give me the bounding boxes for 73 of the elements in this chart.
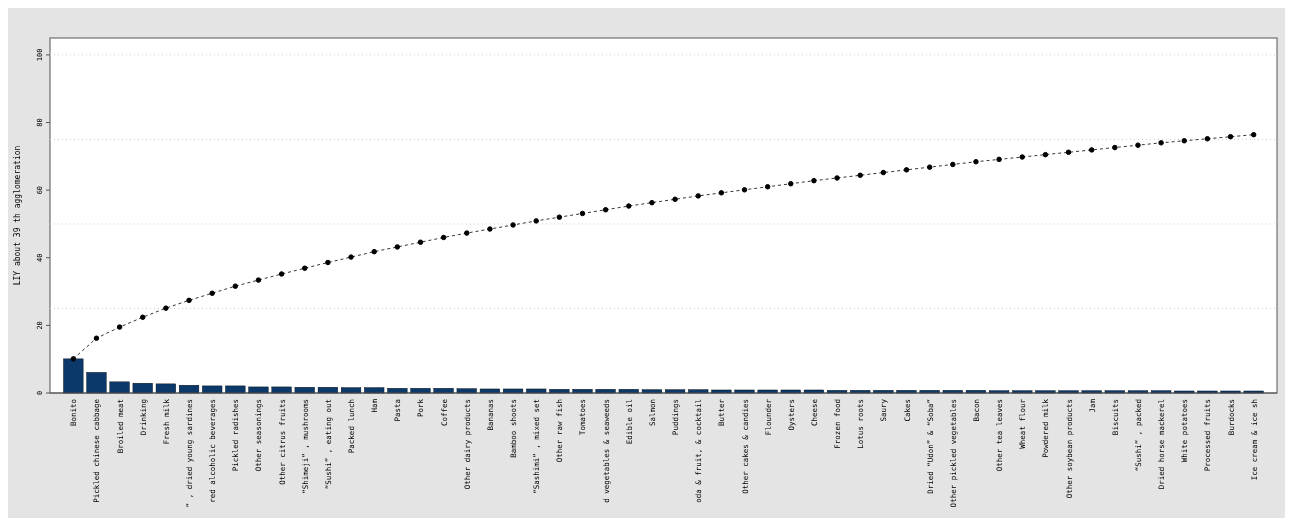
point [834, 175, 840, 181]
bar [341, 387, 362, 394]
point [649, 199, 655, 206]
point [672, 196, 678, 203]
bar [711, 389, 732, 394]
y-axis-title: LIY about 39 th agglomeration [13, 145, 22, 286]
point [950, 161, 956, 168]
bar [479, 388, 500, 394]
point [1204, 136, 1211, 142]
point [70, 356, 77, 362]
bar [271, 386, 292, 394]
bar [803, 389, 824, 394]
point [209, 290, 215, 297]
point [1088, 147, 1095, 153]
point [348, 254, 354, 260]
point [278, 271, 285, 277]
bar [202, 385, 223, 394]
point [880, 169, 887, 176]
point [116, 324, 123, 330]
bar [364, 387, 385, 394]
point [741, 187, 748, 193]
point [857, 172, 863, 179]
point [93, 335, 100, 341]
point [1181, 138, 1188, 144]
bar [109, 381, 130, 394]
point [1112, 144, 1118, 151]
point [1065, 149, 1072, 156]
point [764, 184, 771, 190]
point [973, 158, 979, 165]
bar [225, 385, 246, 394]
point [139, 314, 146, 321]
bar [155, 383, 176, 394]
point [579, 210, 586, 217]
point [1158, 140, 1164, 146]
point [1250, 131, 1257, 138]
point [163, 305, 169, 311]
bar [757, 389, 778, 394]
point [1135, 142, 1141, 148]
point [255, 277, 262, 283]
point [371, 248, 377, 255]
point [464, 230, 470, 236]
bar [526, 388, 547, 394]
point [232, 283, 239, 289]
point [325, 259, 331, 266]
point [788, 180, 794, 187]
point [510, 222, 516, 228]
point [1227, 133, 1234, 140]
bar [248, 386, 269, 394]
bar [179, 385, 200, 394]
bar [132, 383, 153, 394]
point [556, 214, 563, 220]
bar [63, 358, 84, 394]
point [695, 193, 701, 199]
bar [780, 389, 801, 394]
point [811, 177, 817, 184]
point [926, 164, 933, 170]
point [533, 218, 539, 224]
point [626, 203, 632, 209]
point [1042, 151, 1049, 158]
point [394, 244, 401, 250]
point [718, 190, 725, 196]
point [903, 167, 910, 173]
point [487, 226, 493, 232]
bar [503, 388, 524, 394]
point [996, 156, 1002, 163]
bar [734, 389, 755, 394]
point [440, 234, 447, 241]
point [417, 239, 424, 245]
point [602, 207, 609, 213]
point [1019, 154, 1025, 160]
point [302, 265, 308, 271]
bar [86, 372, 107, 394]
point [186, 297, 192, 304]
